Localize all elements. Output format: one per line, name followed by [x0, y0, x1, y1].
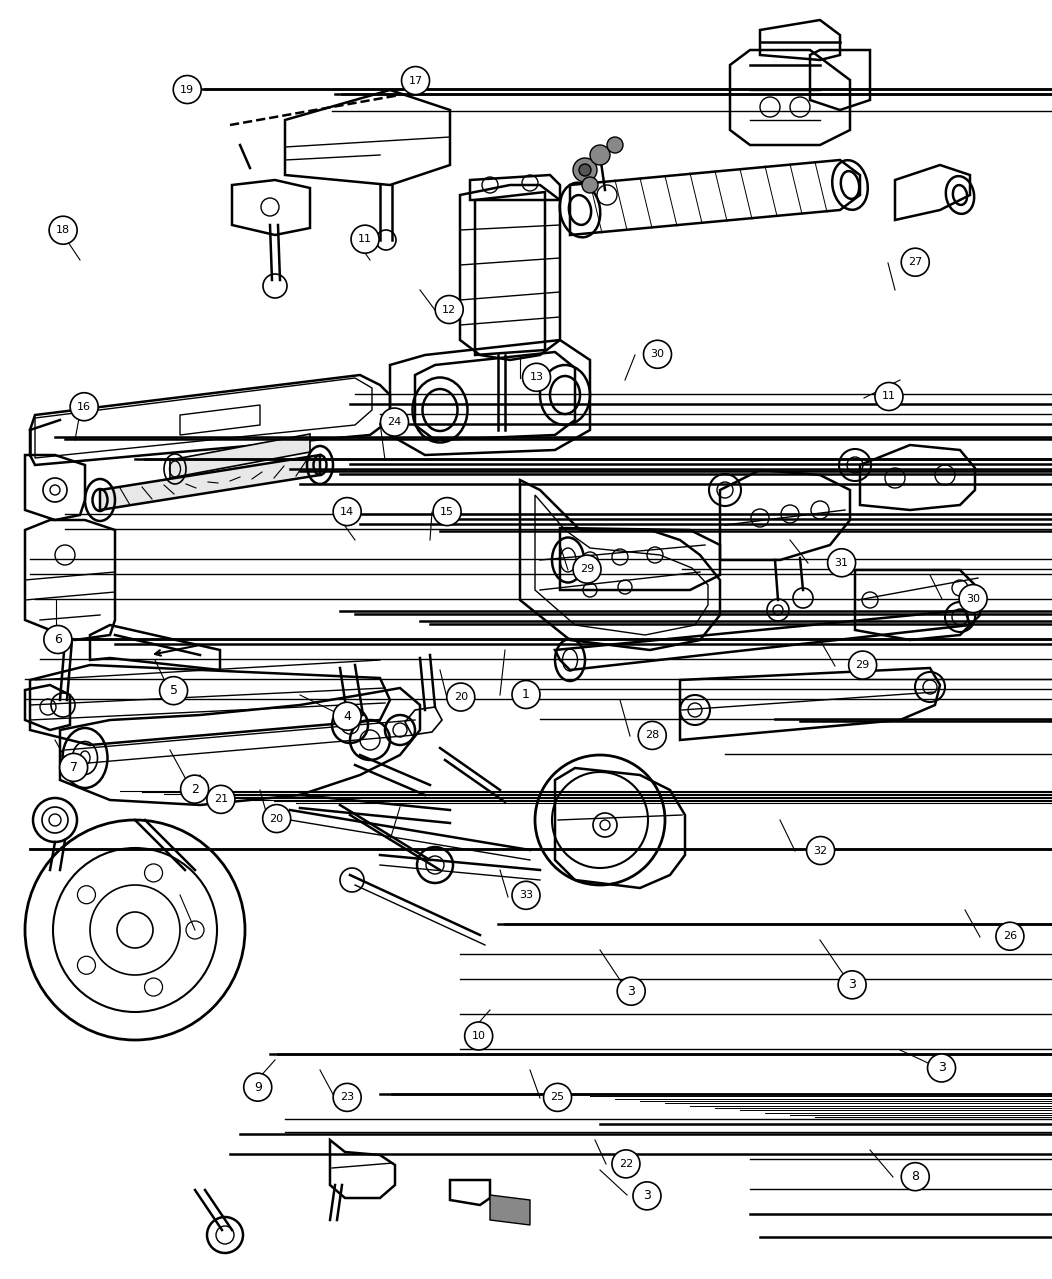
Circle shape — [633, 1182, 661, 1210]
Text: 30: 30 — [650, 349, 665, 359]
Circle shape — [582, 177, 598, 193]
Text: 29: 29 — [855, 660, 870, 670]
Text: 31: 31 — [834, 558, 849, 568]
Text: 16: 16 — [77, 402, 92, 412]
Circle shape — [573, 159, 596, 182]
Circle shape — [875, 382, 903, 411]
Circle shape — [573, 555, 601, 583]
Text: 17: 17 — [408, 75, 423, 86]
Text: 12: 12 — [442, 304, 457, 315]
Text: 24: 24 — [387, 417, 402, 427]
Circle shape — [996, 922, 1024, 950]
Text: 20: 20 — [269, 813, 284, 824]
Text: 33: 33 — [519, 890, 533, 900]
Circle shape — [402, 67, 429, 95]
Circle shape — [465, 1022, 492, 1050]
Text: 27: 27 — [908, 257, 923, 267]
Circle shape — [828, 549, 855, 577]
Circle shape — [849, 651, 876, 679]
Circle shape — [544, 1083, 571, 1111]
Circle shape — [351, 225, 379, 253]
Text: 30: 30 — [966, 593, 980, 604]
Text: 25: 25 — [550, 1092, 565, 1102]
Circle shape — [639, 721, 666, 749]
Circle shape — [928, 1054, 955, 1082]
Text: 5: 5 — [169, 684, 178, 697]
Text: 15: 15 — [440, 506, 454, 517]
Text: 32: 32 — [813, 845, 828, 856]
Text: 20: 20 — [453, 692, 468, 702]
Circle shape — [381, 408, 408, 436]
Circle shape — [333, 702, 361, 730]
Text: 1: 1 — [522, 688, 530, 701]
Circle shape — [60, 753, 87, 781]
Circle shape — [512, 881, 540, 909]
Circle shape — [447, 683, 474, 711]
Text: 26: 26 — [1003, 931, 1017, 941]
Text: 10: 10 — [471, 1031, 486, 1041]
Text: 11: 11 — [882, 391, 896, 402]
Circle shape — [523, 363, 550, 391]
Circle shape — [612, 1150, 640, 1178]
Text: 23: 23 — [340, 1092, 355, 1102]
Circle shape — [263, 804, 290, 833]
Circle shape — [333, 1083, 361, 1111]
Text: 3: 3 — [848, 978, 856, 991]
Text: 7: 7 — [69, 761, 78, 774]
Circle shape — [70, 393, 98, 421]
Circle shape — [436, 295, 463, 324]
Circle shape — [807, 836, 834, 865]
Text: 19: 19 — [180, 84, 195, 95]
Polygon shape — [100, 455, 320, 510]
Text: 3: 3 — [937, 1062, 946, 1074]
Circle shape — [607, 137, 623, 153]
Circle shape — [174, 75, 201, 104]
Circle shape — [512, 680, 540, 709]
Circle shape — [207, 785, 235, 813]
Circle shape — [902, 248, 929, 276]
Circle shape — [959, 585, 987, 613]
Circle shape — [902, 1163, 929, 1191]
Polygon shape — [490, 1195, 530, 1225]
Text: 9: 9 — [254, 1081, 262, 1094]
Text: 28: 28 — [645, 730, 660, 741]
Text: 18: 18 — [56, 225, 70, 235]
Circle shape — [49, 216, 77, 244]
Text: 2: 2 — [190, 783, 199, 796]
Text: 3: 3 — [627, 985, 635, 998]
Text: 8: 8 — [911, 1170, 919, 1183]
Circle shape — [433, 498, 461, 526]
Circle shape — [590, 145, 610, 165]
Text: 14: 14 — [340, 506, 355, 517]
Polygon shape — [170, 434, 310, 478]
Circle shape — [644, 340, 671, 368]
Text: 4: 4 — [343, 710, 351, 723]
Circle shape — [838, 971, 866, 999]
Circle shape — [618, 977, 645, 1005]
Circle shape — [181, 775, 208, 803]
Text: 21: 21 — [214, 794, 228, 804]
Text: 22: 22 — [619, 1159, 633, 1169]
Circle shape — [333, 498, 361, 526]
Circle shape — [244, 1073, 271, 1101]
Circle shape — [579, 164, 591, 177]
Circle shape — [44, 625, 72, 654]
Text: 6: 6 — [54, 633, 62, 646]
Text: 13: 13 — [529, 372, 544, 382]
Text: 3: 3 — [643, 1189, 651, 1202]
Circle shape — [160, 677, 187, 705]
Text: 11: 11 — [358, 234, 372, 244]
Text: 29: 29 — [580, 564, 594, 574]
